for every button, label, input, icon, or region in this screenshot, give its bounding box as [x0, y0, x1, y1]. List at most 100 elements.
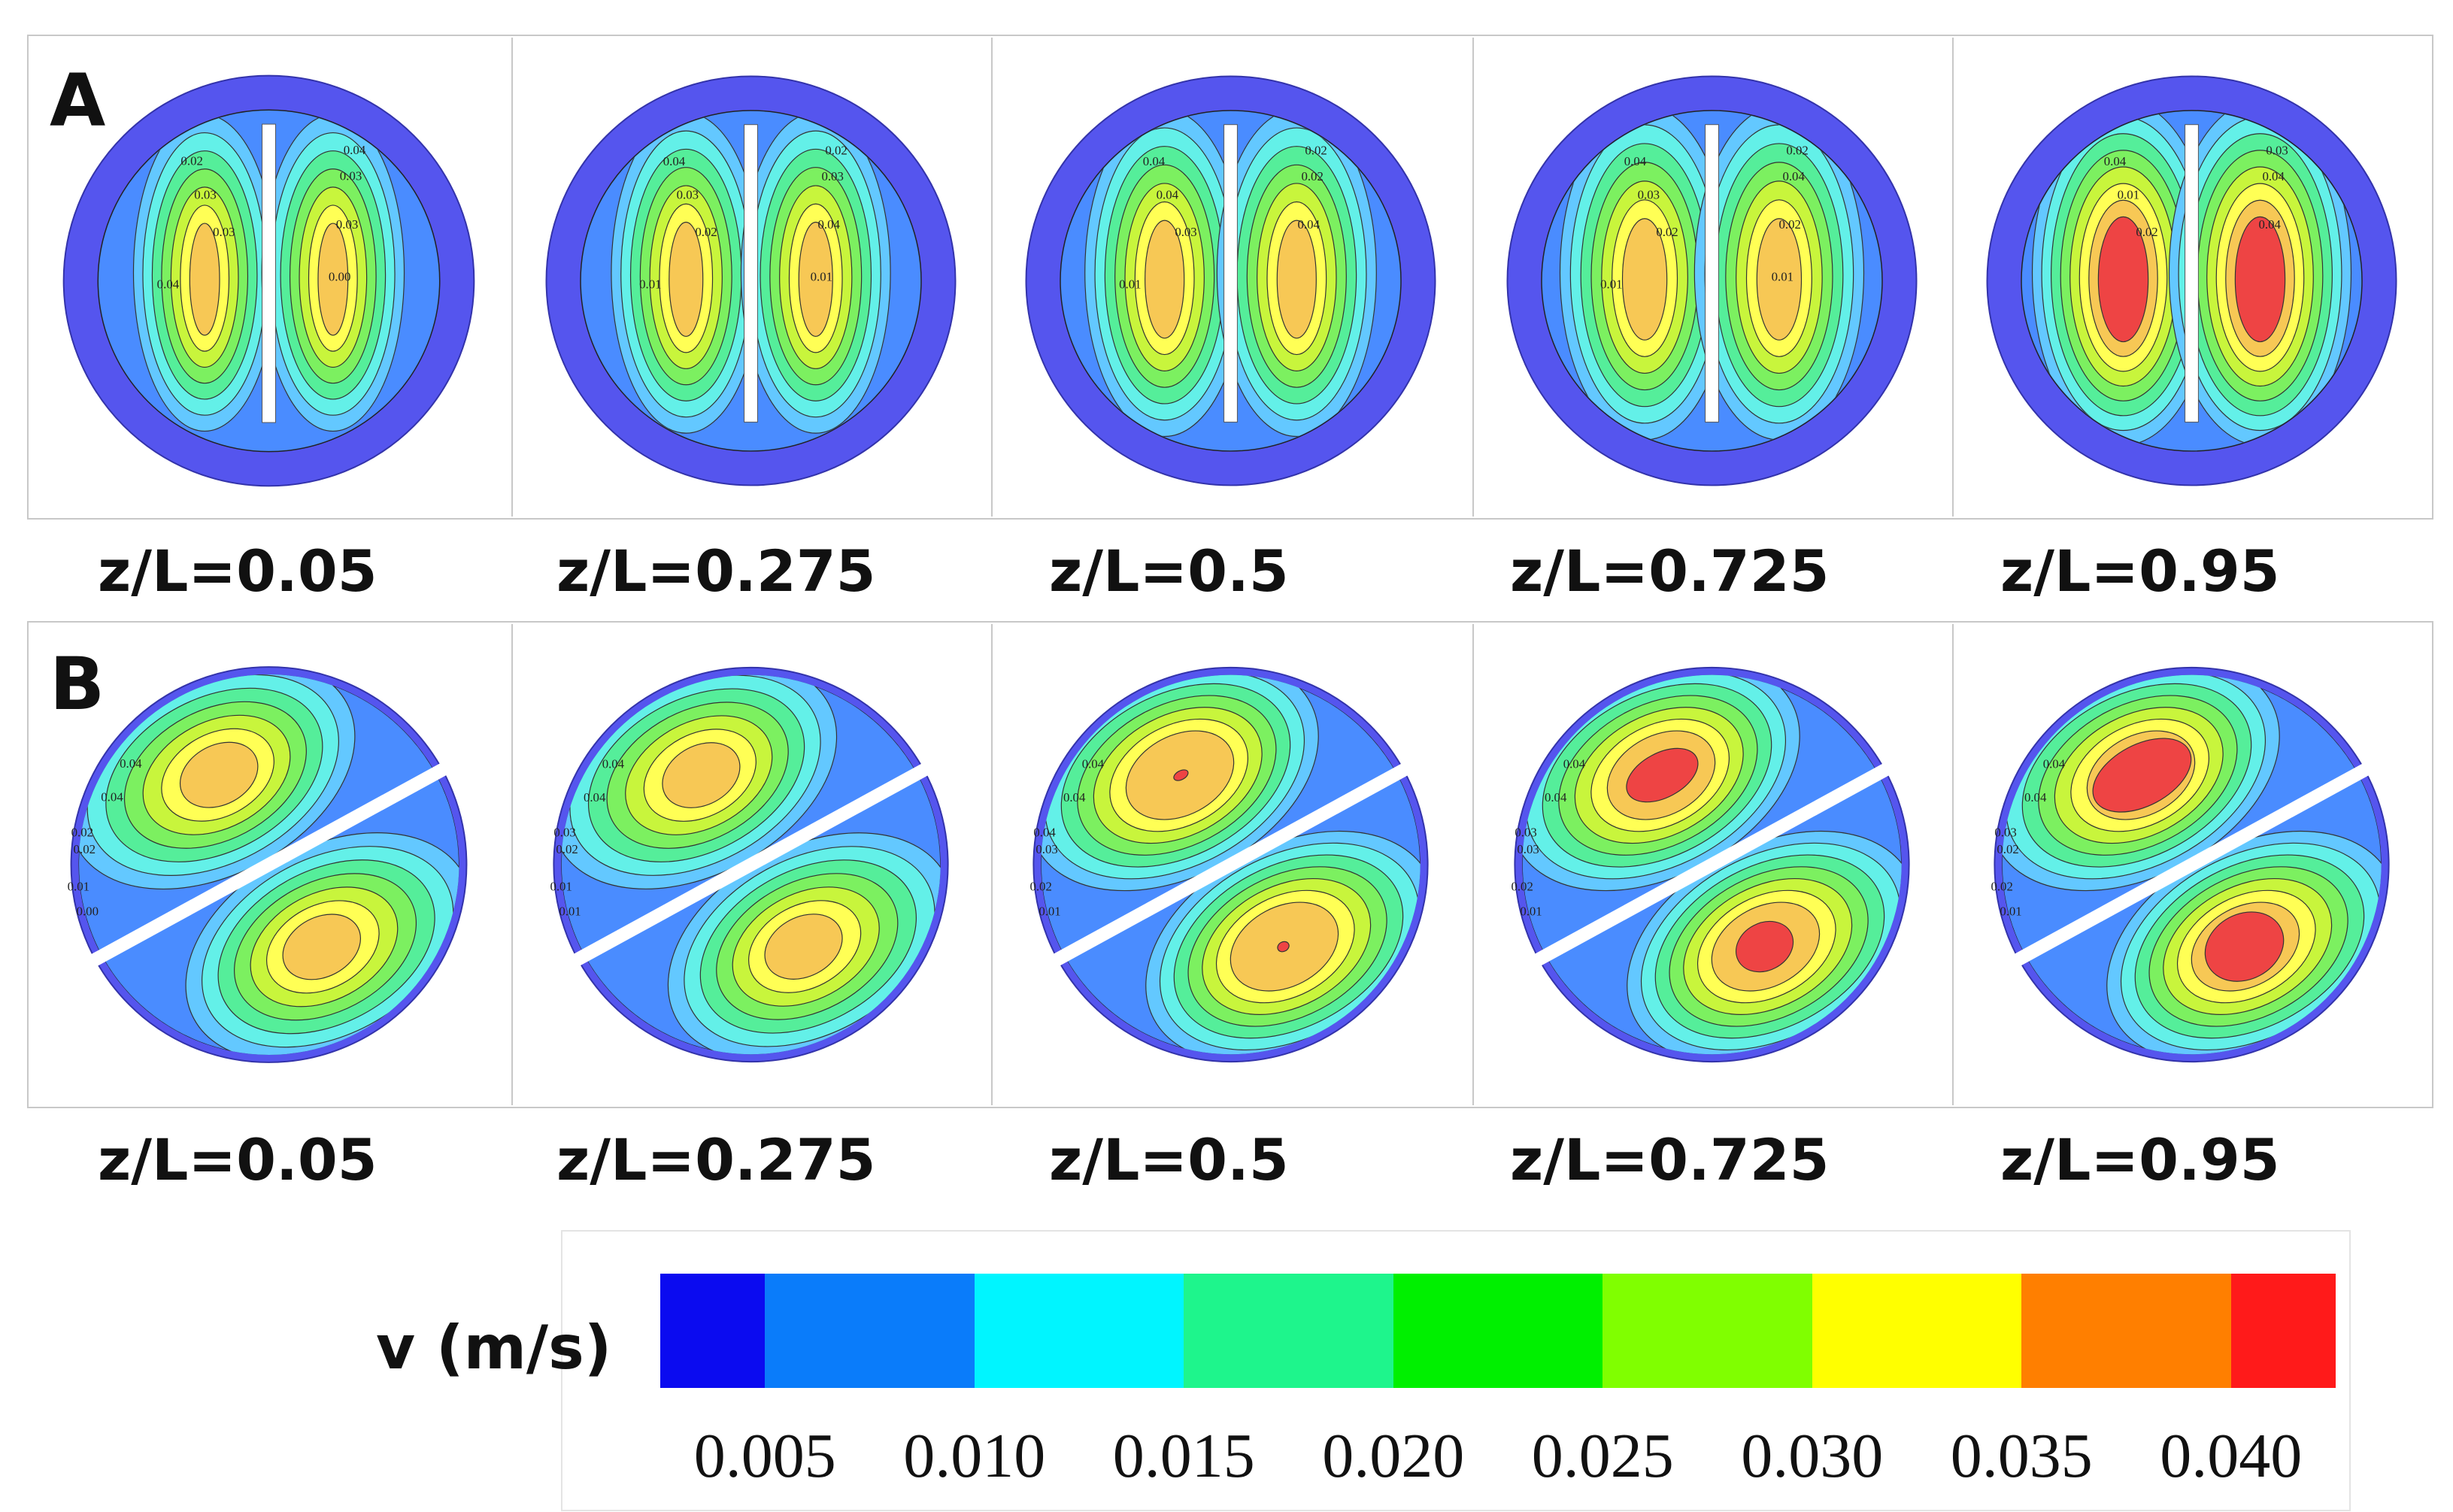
contour-label: 0.04: [1033, 825, 1056, 839]
baffle: [2185, 124, 2199, 423]
contour-label: 0.04: [344, 143, 366, 157]
b-contour-2: 0.04 0.04 0.03 0.02 0.01 0.01: [550, 666, 951, 1063]
b-caption-2: z/L=0.275: [556, 1126, 876, 1193]
a-contour-2: 0.04 0.03 0.02 0.02 0.03 0.04 0.01 0.01: [545, 75, 957, 486]
contour-label: 0.03: [213, 225, 235, 239]
contour-level: [1756, 218, 1803, 341]
contour-level: [662, 742, 741, 808]
contour-label: 0.01: [1039, 904, 1060, 918]
b-cross-section-4: 0.04 0.04 0.03 0.03 0.02 0.01: [1472, 624, 1950, 1105]
b-caption-1: z/L=0.05: [98, 1126, 378, 1193]
contour-label: 0.02: [180, 154, 203, 168]
legend-tick-label: 0.040: [2160, 1421, 2303, 1491]
contour-level: [669, 221, 704, 338]
contour-label: 0.02: [1997, 842, 2018, 856]
baffle: [262, 123, 276, 423]
b-cross-section-2: 0.04 0.04 0.03 0.02 0.01 0.01: [511, 624, 989, 1105]
baffle: [1030, 750, 1431, 979]
contour-label: 0.02: [695, 225, 717, 239]
b-contour-5: 0.04 0.04 0.03 0.02 0.02 0.01: [1991, 666, 2392, 1063]
contour-label: 0.02: [1511, 880, 1533, 894]
contour-level: [1276, 220, 1317, 339]
panel-a-letter: A: [50, 59, 106, 143]
contour-label: 0.00: [329, 269, 351, 283]
legend-title: v (m/s): [376, 1313, 612, 1383]
contour-label: 0.02: [74, 842, 96, 856]
contour-label: 0.01: [1772, 269, 1794, 283]
contour-label: 0.01: [1600, 277, 1622, 291]
contour-label: 0.03: [1517, 842, 1539, 856]
baffle: [1705, 124, 1719, 423]
contour-level: [1626, 747, 1699, 803]
contour-label: 0.04: [663, 154, 686, 168]
a-contour-5: 0.04 0.01 0.02 0.03 0.04 0.04: [1986, 75, 2397, 486]
contour-label: 0.03: [1515, 825, 1536, 839]
contour-label: 0.03: [821, 169, 843, 183]
contour-label: 0.01: [639, 277, 661, 291]
a-contour-3: 0.04 0.04 0.03 0.02 0.02 0.04 0.01: [1025, 75, 1436, 486]
b-contour-3: 0.04 0.04 0.04 0.03 0.02 0.01: [1029, 666, 1431, 1063]
contour-label: 0.03: [677, 188, 699, 202]
a-caption-5: z/L=0.95: [2000, 538, 2280, 604]
contour-label: 0.01: [559, 904, 581, 918]
b-cross-section-1: 0.04 0.04 0.02 0.02 0.01 0.00: [30, 624, 508, 1105]
legend-swatch: [1184, 1274, 1393, 1388]
contour-label: 0.02: [1656, 225, 1678, 239]
legend-tick-label: 0.005: [693, 1421, 836, 1491]
legend-tick-label: 0.025: [1531, 1421, 1674, 1491]
legend-tick-label: 0.010: [903, 1421, 1046, 1491]
legend-swatch: [1393, 1274, 1603, 1388]
contour-level: [2234, 216, 2286, 343]
b-cross-section-5: 0.04 0.04 0.03 0.02 0.02 0.01: [1952, 624, 2430, 1105]
b-cross-section-3: 0.04 0.04 0.04 0.03 0.02 0.01: [991, 624, 1469, 1105]
legend-tick-label: 0.020: [1322, 1421, 1465, 1491]
contour-label: 0.01: [811, 269, 832, 283]
contour-level: [1735, 920, 1794, 973]
contour-label: 0.02: [1029, 880, 1051, 894]
contour-label: 0.04: [584, 790, 606, 804]
contour-label: 0.04: [2024, 790, 2047, 804]
legend-swatch: [660, 1274, 766, 1388]
contour-label: 0.04: [2262, 169, 2285, 183]
contour-label: 0.04: [1298, 217, 1320, 232]
legend-tick-label: 0.035: [1950, 1421, 2093, 1491]
baffle: [1991, 750, 2392, 979]
contour-label: 0.01: [1520, 904, 1542, 918]
legend-swatch: [765, 1274, 975, 1388]
contour-label: 0.04: [101, 790, 123, 804]
contour-label: 0.03: [194, 187, 217, 201]
contour-label: 0.03: [1994, 825, 2016, 839]
contour-label: 0.03: [553, 825, 575, 839]
contour-label: 0.01: [1119, 277, 1141, 291]
b-caption-5: z/L=0.95: [2000, 1126, 2280, 1193]
contour-label: 0.04: [1563, 756, 1586, 771]
a-cross-section-3: 0.04 0.04 0.03 0.02 0.02 0.04 0.01: [991, 38, 1469, 517]
color-scale-bar: [660, 1274, 2336, 1388]
contour-label: 0.01: [68, 880, 90, 894]
baffle: [1512, 750, 1912, 979]
a-caption-3: z/L=0.5: [1049, 538, 1289, 604]
contour-label: 0.00: [77, 904, 99, 918]
legend-ticks: 0.005 0.010 0.015 0.020 0.025 0.030 0.035 0.040: [660, 1420, 2336, 1495]
contour-label: 0.01: [2118, 188, 2139, 202]
a-cross-section-2: 0.04 0.03 0.02 0.02 0.03 0.04 0.01 0.01: [511, 38, 989, 517]
contour-level: [1173, 769, 1189, 781]
contour-label: 0.04: [1157, 188, 1179, 202]
contour-level: [189, 223, 220, 336]
contour-label: 0.04: [1143, 154, 1166, 168]
contour-label: 0.03: [1035, 842, 1057, 856]
contour-label: 0.02: [1301, 169, 1323, 183]
contour-level: [282, 914, 362, 980]
contour-label: 0.04: [2104, 154, 2127, 168]
contour-level: [1145, 220, 1185, 339]
legend-swatch: [1602, 1274, 1812, 1388]
baffle: [744, 124, 758, 423]
contour-label: 0.03: [336, 217, 359, 232]
baffle: [550, 750, 951, 979]
contour-level: [317, 223, 349, 336]
contour-level: [179, 741, 259, 808]
contour-label: 0.02: [1779, 217, 1801, 232]
legend-tick-label: 0.015: [1112, 1421, 1255, 1491]
contour-label: 0.04: [157, 277, 180, 291]
contour-label: 0.02: [556, 842, 578, 856]
